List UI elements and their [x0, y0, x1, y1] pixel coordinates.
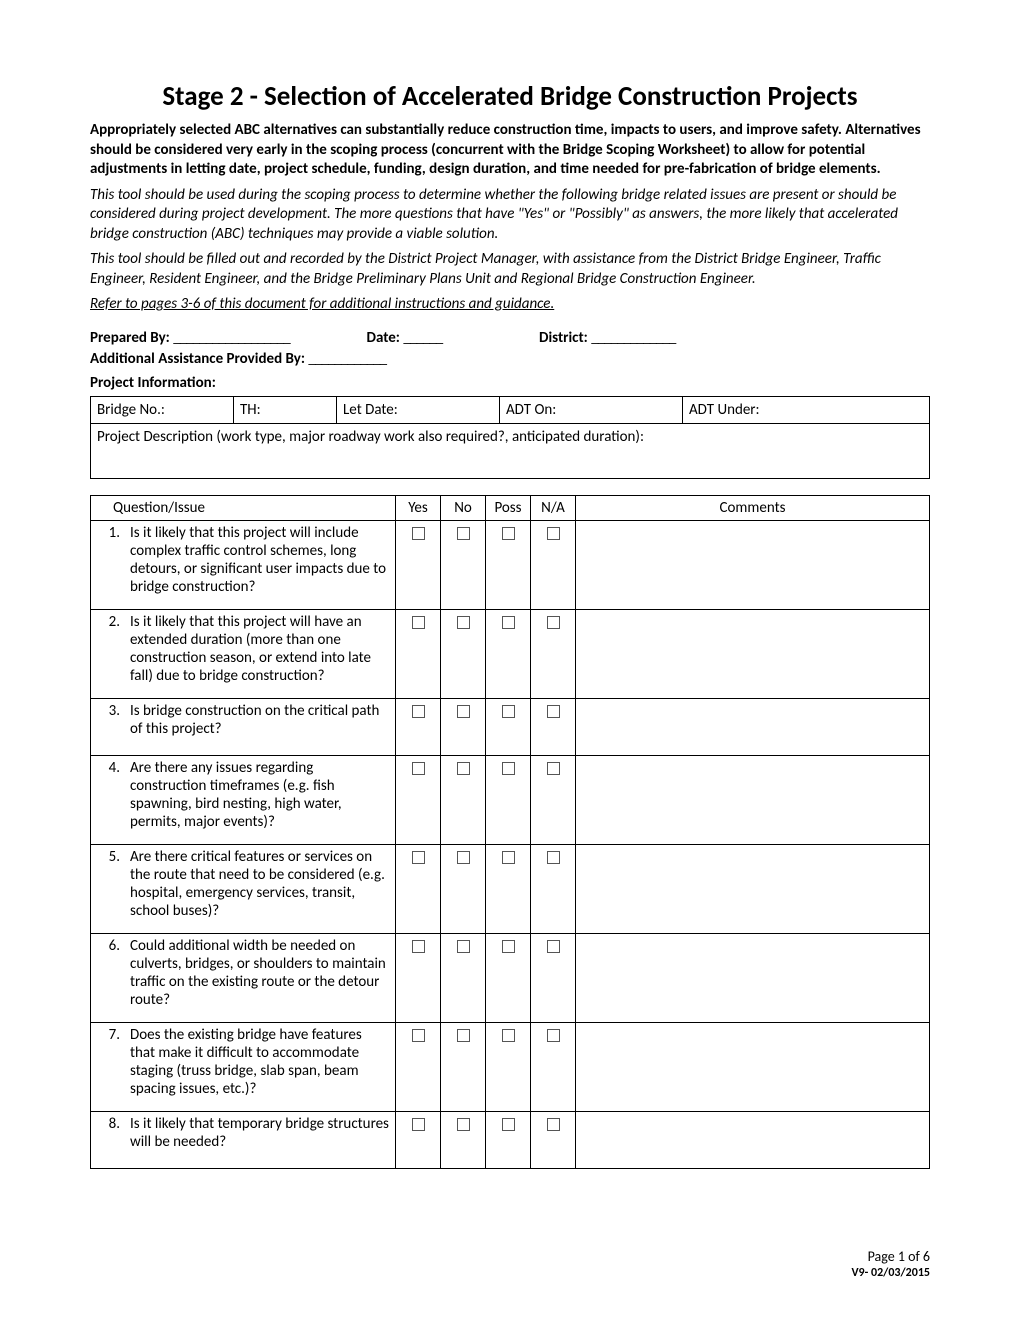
- checkbox-yes[interactable]: [396, 609, 441, 698]
- checkbox-poss[interactable]: [486, 520, 531, 609]
- questions-table: Question/Issue Yes No Poss N/A Comments …: [90, 495, 930, 1169]
- comments-cell[interactable]: [576, 609, 930, 698]
- question-number: 5.: [91, 844, 126, 933]
- comments-cell[interactable]: [576, 1111, 930, 1168]
- meta-row-2: Additional Assistance Provided By: _____…: [90, 350, 930, 368]
- comments-cell[interactable]: [576, 844, 930, 933]
- checkbox-no[interactable]: [441, 698, 486, 755]
- checkbox-poss[interactable]: [486, 844, 531, 933]
- comments-cell[interactable]: [576, 520, 930, 609]
- checkbox-no[interactable]: [441, 844, 486, 933]
- checkbox-yes[interactable]: [396, 1111, 441, 1168]
- question-text: Is it likely that this project will have…: [125, 609, 396, 698]
- checkbox-poss[interactable]: [486, 933, 531, 1022]
- question-number: 3.: [91, 698, 126, 755]
- question-text: Is it likely that this project will incl…: [125, 520, 396, 609]
- question-text: Is bridge construction on the critical p…: [125, 698, 396, 755]
- checkbox-na[interactable]: [531, 1022, 576, 1111]
- comments-cell[interactable]: [576, 755, 930, 844]
- project-description-cell[interactable]: Project Description (work type, major ro…: [91, 423, 930, 478]
- checkbox-na[interactable]: [531, 609, 576, 698]
- checkbox-yes[interactable]: [396, 698, 441, 755]
- checkbox-no[interactable]: [441, 1111, 486, 1168]
- question-row: 5.Are there critical features or service…: [91, 844, 930, 933]
- checkbox-poss[interactable]: [486, 1022, 531, 1111]
- footer: Page 1 of 6 V9- 02/03/2015: [851, 1249, 930, 1280]
- checkbox-yes[interactable]: [396, 520, 441, 609]
- page: Stage 2 - Selection of Accelerated Bridg…: [0, 0, 1020, 1320]
- prepared-by-label: Prepared By:: [90, 329, 170, 347]
- header-question: Question/Issue: [91, 495, 396, 520]
- checkbox-no[interactable]: [441, 520, 486, 609]
- district-label: District:: [539, 329, 588, 347]
- question-row: 8.Is it likely that temporary bridge str…: [91, 1111, 930, 1168]
- question-number: 2.: [91, 609, 126, 698]
- intro-italic-1: This tool should be used during the scop…: [90, 186, 930, 245]
- comments-cell[interactable]: [576, 1022, 930, 1111]
- checkbox-yes[interactable]: [396, 1022, 441, 1111]
- assistance-label: Additional Assistance Provided By:: [90, 350, 305, 368]
- question-text: Could additional width be needed on culv…: [125, 933, 396, 1022]
- question-text: Are there any issues regarding construct…: [125, 755, 396, 844]
- question-row: 2.Is it likely that this project will ha…: [91, 609, 930, 698]
- th-cell[interactable]: TH:: [234, 396, 337, 423]
- question-number: 4.: [91, 755, 126, 844]
- question-row: 3.Is bridge construction on the critical…: [91, 698, 930, 755]
- meta-row-1: Prepared By: __________________ Date: __…: [90, 329, 930, 347]
- district-blank[interactable]: _____________: [591, 329, 675, 347]
- question-number: 1.: [91, 520, 126, 609]
- header-no: No: [441, 495, 486, 520]
- question-text: Are there critical features or services …: [125, 844, 396, 933]
- project-info-label: Project Information:: [90, 374, 930, 392]
- checkbox-no[interactable]: [441, 1022, 486, 1111]
- question-number: 7.: [91, 1022, 126, 1111]
- question-row: 7.Does the existing bridge have features…: [91, 1022, 930, 1111]
- checkbox-poss[interactable]: [486, 1111, 531, 1168]
- project-info-table: Bridge No.: TH: Let Date: ADT On: ADT Un…: [90, 396, 930, 479]
- question-number: 6.: [91, 933, 126, 1022]
- header-yes: Yes: [396, 495, 441, 520]
- bridge-no-cell[interactable]: Bridge No.:: [91, 396, 234, 423]
- checkbox-no[interactable]: [441, 755, 486, 844]
- assistance-blank[interactable]: ____________: [308, 350, 386, 368]
- adt-on-cell[interactable]: ADT On:: [500, 396, 683, 423]
- header-na: N/A: [531, 495, 576, 520]
- checkbox-poss[interactable]: [486, 755, 531, 844]
- header-poss: Poss: [486, 495, 531, 520]
- checkbox-na[interactable]: [531, 844, 576, 933]
- question-row: 1.Is it likely that this project will in…: [91, 520, 930, 609]
- question-text: Is it likely that temporary bridge struc…: [125, 1111, 396, 1168]
- question-row: 4.Are there any issues regarding constru…: [91, 755, 930, 844]
- checkbox-yes[interactable]: [396, 844, 441, 933]
- adt-under-cell[interactable]: ADT Under:: [683, 396, 930, 423]
- checkbox-na[interactable]: [531, 698, 576, 755]
- header-comments: Comments: [576, 495, 930, 520]
- checkbox-na[interactable]: [531, 1111, 576, 1168]
- checkbox-yes[interactable]: [396, 933, 441, 1022]
- version: V9- 02/03/2015: [851, 1266, 930, 1280]
- page-number: Page 1 of 6: [851, 1249, 930, 1266]
- checkbox-na[interactable]: [531, 755, 576, 844]
- checkbox-no[interactable]: [441, 933, 486, 1022]
- question-row: 6.Could additional width be needed on cu…: [91, 933, 930, 1022]
- question-text: Does the existing bridge have features t…: [125, 1022, 396, 1111]
- checkbox-poss[interactable]: [486, 609, 531, 698]
- date-label: Date:: [367, 329, 400, 347]
- comments-cell[interactable]: [576, 698, 930, 755]
- date-blank[interactable]: ______: [403, 329, 442, 347]
- prepared-by-blank[interactable]: __________________: [173, 329, 289, 347]
- checkbox-na[interactable]: [531, 933, 576, 1022]
- comments-cell[interactable]: [576, 933, 930, 1022]
- page-title: Stage 2 - Selection of Accelerated Bridg…: [90, 80, 930, 113]
- checkbox-na[interactable]: [531, 520, 576, 609]
- question-number: 8.: [91, 1111, 126, 1168]
- intro-italic-2: This tool should be filled out and recor…: [90, 250, 930, 289]
- checkbox-poss[interactable]: [486, 698, 531, 755]
- intro-bold: Appropriately selected ABC alternatives …: [90, 121, 930, 180]
- checkbox-no[interactable]: [441, 609, 486, 698]
- intro-underline: Refer to pages 3-6 of this document for …: [90, 295, 930, 315]
- let-date-cell[interactable]: Let Date:: [337, 396, 500, 423]
- checkbox-yes[interactable]: [396, 755, 441, 844]
